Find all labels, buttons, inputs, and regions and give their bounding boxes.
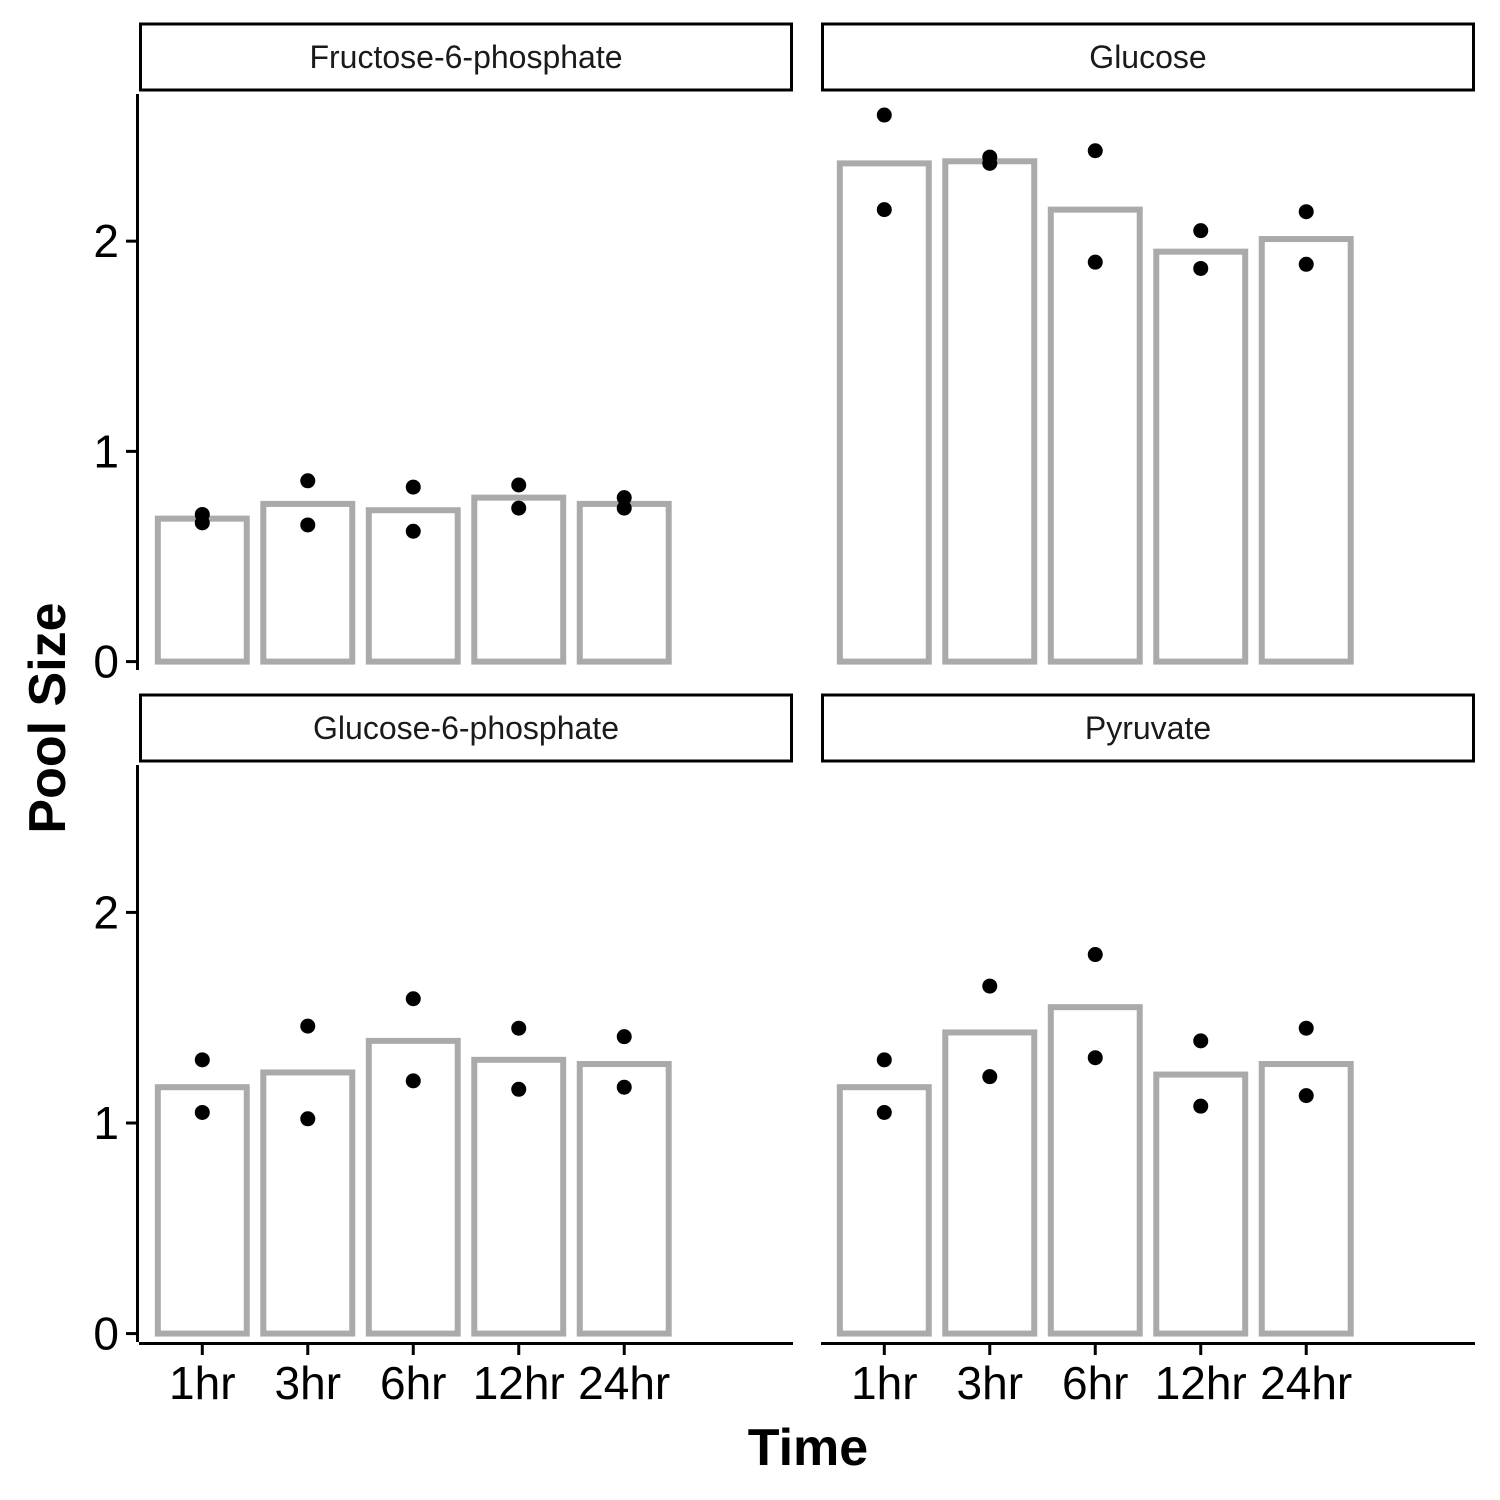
x-axis-title: Time xyxy=(748,1419,868,1477)
bar-fructose-6-phosphate-12hr xyxy=(471,494,567,665)
strip-label-glucose-6-phosphate: Glucose-6-phosphate xyxy=(313,710,619,746)
bar-pyruvate-1hr xyxy=(836,1084,932,1337)
point-fructose-6-phosphate-12hr-1 xyxy=(511,477,527,493)
point-glucose-24hr-1 xyxy=(1298,204,1314,220)
point-glucose-6-phosphate-3hr-1 xyxy=(300,1018,316,1034)
strip-glucose xyxy=(821,22,1475,92)
point-fructose-6-phosphate-12hr-2 xyxy=(511,500,527,516)
point-pyruvate-12hr-1 xyxy=(1193,1033,1209,1049)
point-pyruvate-1hr-2 xyxy=(876,1104,892,1120)
y-tick-label-fructose-6-phosphate-2: 2 xyxy=(93,215,119,267)
strip-label-glucose: Glucose xyxy=(1089,39,1206,75)
strip-glucose-6-phosphate xyxy=(139,693,793,763)
panel-fructose-6-phosphate: Fructose-6-phosphate xyxy=(139,22,793,665)
bar-glucose-6-phosphate-6hr xyxy=(365,1037,461,1337)
point-glucose-6-phosphate-6hr-1 xyxy=(405,991,421,1007)
point-pyruvate-24hr-1 xyxy=(1298,1020,1314,1036)
y-tick-label-glucose-6-phosphate-2: 2 xyxy=(93,886,119,938)
point-glucose-6-phosphate-24hr-2 xyxy=(616,1079,632,1095)
y-tick-label-glucose-6-phosphate-0: 0 xyxy=(93,1308,119,1360)
point-glucose-1hr-1 xyxy=(876,107,892,123)
point-fructose-6-phosphate-24hr-2 xyxy=(616,500,632,516)
point-glucose-6-phosphate-12hr-2 xyxy=(511,1081,527,1097)
point-pyruvate-3hr-1 xyxy=(982,978,998,994)
x-tick-label-glucose-6-phosphate-24hr: 24hr xyxy=(578,1357,670,1409)
point-pyruvate-1hr-1 xyxy=(876,1052,892,1068)
bar-pyruvate-12hr xyxy=(1153,1071,1249,1337)
y-axis-title: Pool Size xyxy=(19,602,77,833)
panel-pyruvate: Pyruvate xyxy=(821,693,1475,1337)
bar-glucose-12hr xyxy=(1153,248,1249,665)
strip-label-fructose-6-phosphate: Fructose-6-phosphate xyxy=(309,39,622,75)
x-tick-label-glucose-6-phosphate-3hr: 3hr xyxy=(275,1357,341,1409)
y-tick-label-glucose-6-phosphate-1: 1 xyxy=(93,1097,119,1149)
panels-layer: Fructose-6-phosphate Glucose Glucose-6-pho… xyxy=(139,22,1475,1337)
point-glucose-6hr-1 xyxy=(1087,143,1103,159)
point-fructose-6-phosphate-6hr-1 xyxy=(405,479,421,495)
bar-glucose-6-phosphate-24hr xyxy=(576,1061,672,1337)
point-glucose-6hr-2 xyxy=(1087,254,1103,270)
point-pyruvate-3hr-2 xyxy=(982,1069,998,1085)
x-tick-label-glucose-6-phosphate-6hr: 6hr xyxy=(380,1357,446,1409)
point-fructose-6-phosphate-1hr-2 xyxy=(194,515,210,531)
point-fructose-6-phosphate-3hr-2 xyxy=(300,517,316,533)
point-glucose-6-phosphate-3hr-2 xyxy=(300,1111,316,1127)
bar-glucose-24hr xyxy=(1258,236,1354,665)
strip-label-pyruvate: Pyruvate xyxy=(1085,710,1211,746)
point-glucose-1hr-2 xyxy=(876,202,892,218)
point-glucose-3hr-2 xyxy=(982,155,998,171)
bar-glucose-6-phosphate-3hr xyxy=(260,1069,356,1337)
point-fructose-6-phosphate-24hr-1 xyxy=(616,490,632,506)
point-glucose-6-phosphate-1hr-1 xyxy=(194,1052,210,1068)
point-fructose-6-phosphate-6hr-2 xyxy=(405,523,421,539)
bar-glucose-1hr xyxy=(836,160,932,665)
point-glucose-6-phosphate-24hr-1 xyxy=(616,1029,632,1045)
x-tick-label-glucose-6-phosphate-1hr: 1hr xyxy=(169,1357,235,1409)
bar-fructose-6-phosphate-1hr xyxy=(154,515,250,665)
strip-pyruvate xyxy=(821,693,1475,763)
point-pyruvate-6hr-1 xyxy=(1087,947,1103,963)
x-tick-label-pyruvate-6hr: 6hr xyxy=(1062,1357,1128,1409)
point-pyruvate-12hr-2 xyxy=(1193,1098,1209,1114)
bar-glucose-6-phosphate-1hr xyxy=(154,1084,250,1337)
x-tick-label-pyruvate-24hr: 24hr xyxy=(1260,1357,1352,1409)
bar-glucose-3hr xyxy=(942,158,1038,665)
bar-glucose-6-phosphate-12hr xyxy=(471,1056,567,1337)
y-tick-label-fructose-6-phosphate-0: 0 xyxy=(93,636,119,688)
panel-glucose-6-phosphate: Glucose-6-phosphate xyxy=(139,693,793,1337)
point-pyruvate-24hr-2 xyxy=(1298,1088,1314,1104)
bar-fructose-6-phosphate-24hr xyxy=(576,500,672,665)
point-pyruvate-6hr-2 xyxy=(1087,1050,1103,1066)
point-glucose-6-phosphate-12hr-1 xyxy=(511,1020,527,1036)
y-tick-label-fructose-6-phosphate-1: 1 xyxy=(93,425,119,477)
x-tick-label-pyruvate-3hr: 3hr xyxy=(957,1357,1023,1409)
panel-glucose: Glucose xyxy=(821,22,1475,665)
bar-glucose-6hr xyxy=(1047,206,1143,665)
point-glucose-12hr-2 xyxy=(1193,260,1209,276)
point-fructose-6-phosphate-3hr-1 xyxy=(300,473,316,489)
point-glucose-24hr-2 xyxy=(1298,256,1314,272)
point-glucose-6-phosphate-1hr-2 xyxy=(194,1104,210,1120)
x-tick-label-pyruvate-1hr: 1hr xyxy=(851,1357,917,1409)
x-tick-label-glucose-6-phosphate-12hr: 12hr xyxy=(473,1357,565,1409)
point-glucose-6-phosphate-6hr-2 xyxy=(405,1073,421,1089)
point-glucose-12hr-1 xyxy=(1193,223,1209,239)
bar-pyruvate-24hr xyxy=(1258,1061,1354,1337)
x-tick-label-pyruvate-12hr: 12hr xyxy=(1155,1357,1247,1409)
strip-fructose-6-phosphate xyxy=(139,22,793,92)
